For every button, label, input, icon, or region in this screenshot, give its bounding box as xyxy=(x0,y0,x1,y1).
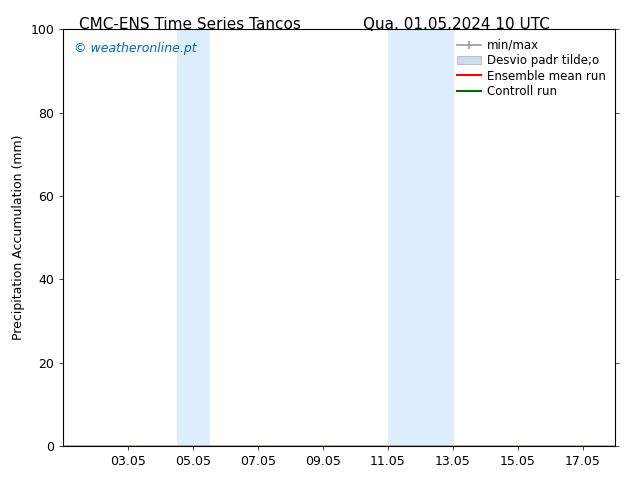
Text: CMC-ENS Time Series Tancos: CMC-ENS Time Series Tancos xyxy=(79,17,301,32)
Text: © weatheronline.pt: © weatheronline.pt xyxy=(74,42,197,55)
Legend: min/max, Desvio padr tilde;o, Ensemble mean run, Controll run: min/max, Desvio padr tilde;o, Ensemble m… xyxy=(453,35,609,101)
Bar xyxy=(177,29,209,446)
Bar xyxy=(388,29,453,446)
Text: Qua. 01.05.2024 10 UTC: Qua. 01.05.2024 10 UTC xyxy=(363,17,550,32)
Y-axis label: Precipitation Accumulation (mm): Precipitation Accumulation (mm) xyxy=(12,135,25,341)
